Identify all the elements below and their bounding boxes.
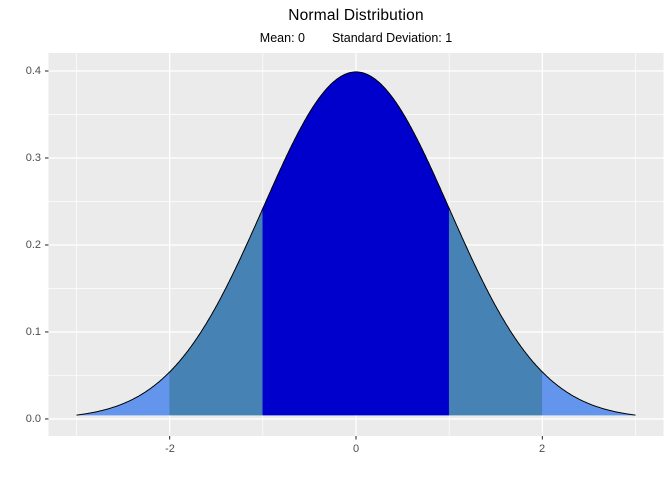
y-axis-tick-label-0.4: 0.4 [25, 65, 41, 77]
y-axis-tick-label-0.0: 0.0 [25, 413, 41, 425]
subtitle-sd-value: Standard Deviation: 1 [331, 31, 453, 45]
chart-subtitle: Mean: 0 Standard Deviation: 1 [40, 31, 672, 45]
y-axis-tick-label-0.2: 0.2 [25, 239, 41, 251]
density-curve [76, 71, 636, 416]
x-axis-tick-label-0: 0 [352, 443, 360, 455]
x-axis-tick-label-2: 2 [538, 443, 546, 455]
x-axis-tick-label-neg2: -2 [165, 443, 175, 455]
subtitle-mean-value: Mean: 0 [259, 31, 305, 45]
chart-title: Normal Distribution [288, 7, 424, 24]
y-axis-tick-label-0.3: 0.3 [25, 152, 41, 164]
y-axis-tick-label-0.1: 0.1 [25, 326, 41, 338]
